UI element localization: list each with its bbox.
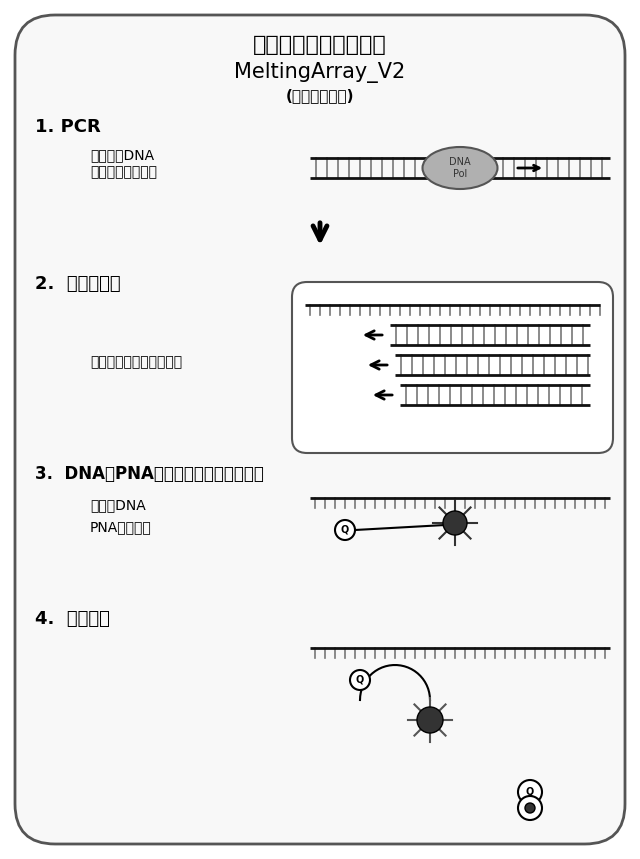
Text: 一本鎖生成段階を伴う: 一本鎖生成段階を伴う xyxy=(253,35,387,55)
Text: PNAプローブ: PNAプローブ xyxy=(90,520,152,534)
Text: 4.  融解分析: 4. 融解分析 xyxy=(35,610,110,628)
Text: MeltingArray_V2: MeltingArray_V2 xyxy=(234,62,406,83)
Text: 通常のプライマー: 通常のプライマー xyxy=(90,165,157,179)
Text: サンプルDNA: サンプルDNA xyxy=(90,148,154,162)
Text: DNA
Pol: DNA Pol xyxy=(449,157,471,179)
Text: 3.  DNA－PNAハイブリダイゼーション: 3. DNA－PNAハイブリダイゼーション xyxy=(35,465,264,483)
Text: Q: Q xyxy=(356,675,364,685)
Circle shape xyxy=(518,796,542,820)
Circle shape xyxy=(525,803,535,813)
Text: 一本鎖DNA: 一本鎖DNA xyxy=(90,498,146,512)
Text: Q: Q xyxy=(341,525,349,535)
Text: 2.  一本鎖生成: 2. 一本鎖生成 xyxy=(35,275,120,293)
FancyBboxPatch shape xyxy=(15,15,625,844)
Circle shape xyxy=(417,707,443,733)
Circle shape xyxy=(335,520,355,540)
Text: 過剰な逆方向プライマー: 過剰な逆方向プライマー xyxy=(90,355,182,369)
Text: (新規開発技術): (新規開発技術) xyxy=(285,88,355,103)
Circle shape xyxy=(443,511,467,535)
Text: Q: Q xyxy=(526,787,534,797)
FancyBboxPatch shape xyxy=(292,282,613,453)
Text: 1. PCR: 1. PCR xyxy=(35,118,100,136)
Circle shape xyxy=(518,780,542,804)
Ellipse shape xyxy=(422,147,497,189)
Circle shape xyxy=(350,670,370,690)
